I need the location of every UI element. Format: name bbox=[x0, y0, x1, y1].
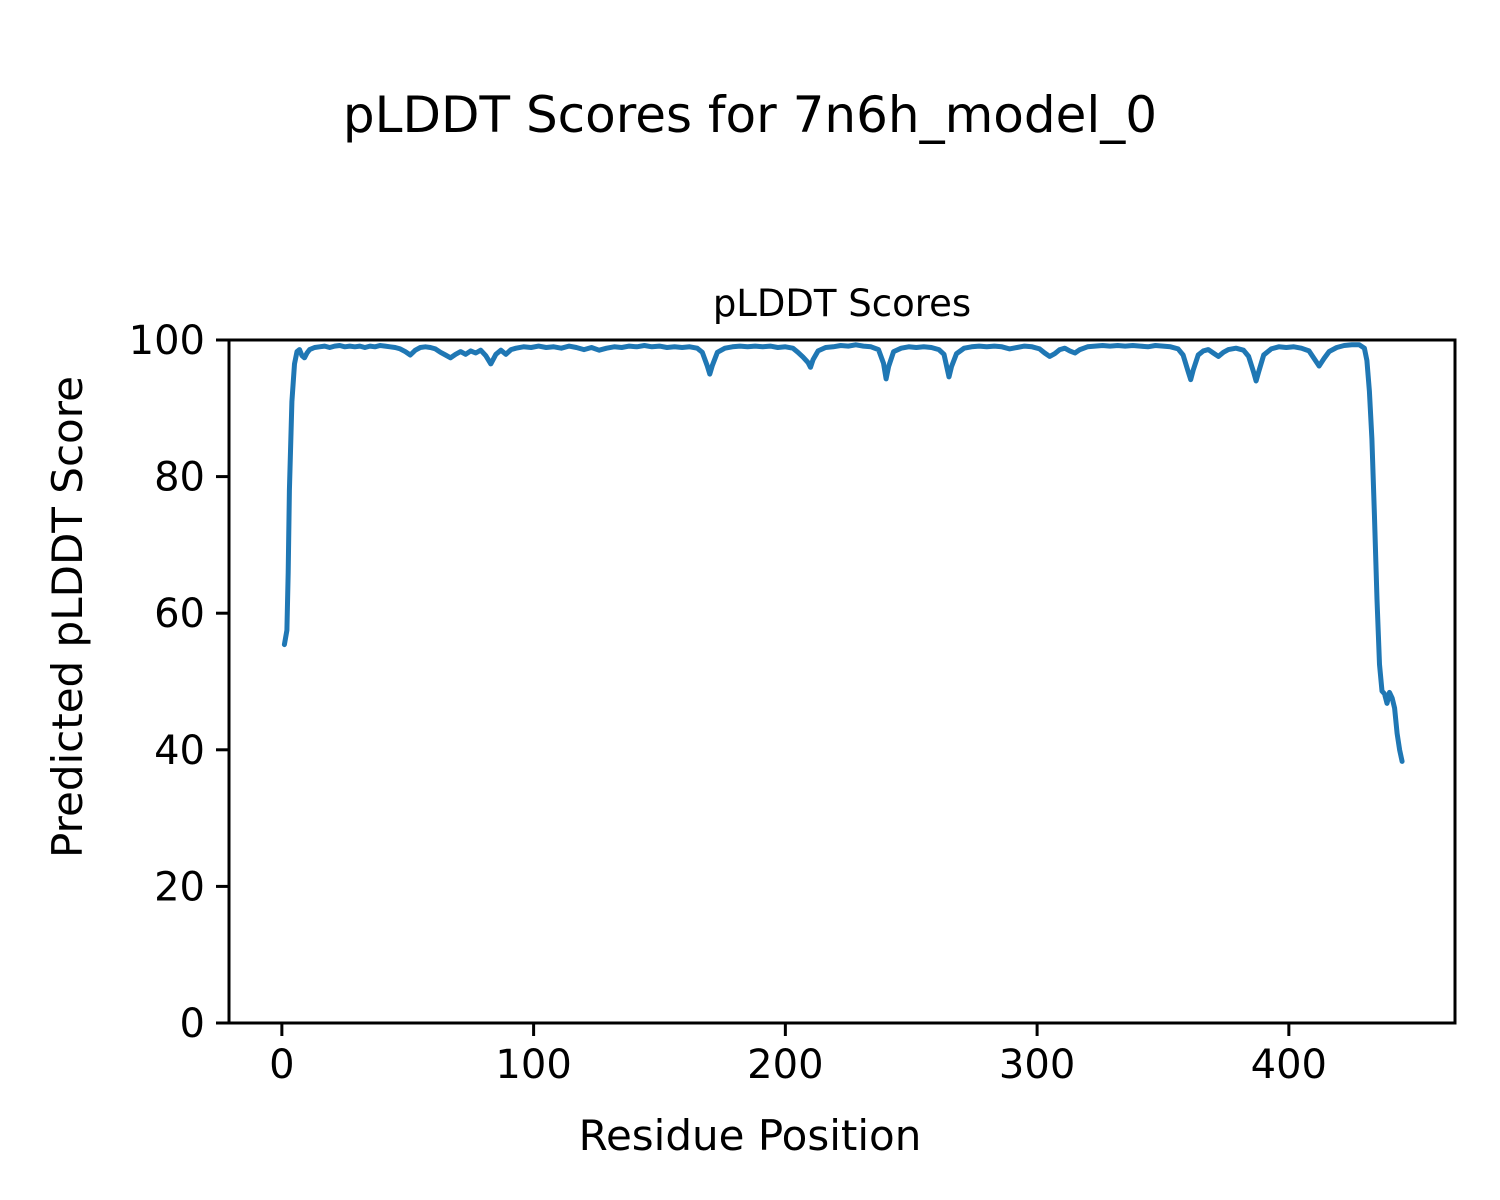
x-tick-label: 300 bbox=[999, 1042, 1075, 1088]
figure-suptitle: pLDDT Scores for 7n6h_model_0 bbox=[342, 86, 1158, 144]
y-axis-ticks: 0 20 40 60 80 100 bbox=[129, 318, 229, 1047]
x-axis-ticks: 0 100 200 300 400 bbox=[269, 1023, 1327, 1088]
y-tick-label: 40 bbox=[154, 728, 205, 774]
x-axis-label: Residue Position bbox=[579, 1111, 922, 1160]
y-tick-label: 0 bbox=[180, 1001, 205, 1047]
y-axis-label: Predicted pLDDT Score bbox=[43, 376, 92, 858]
y-tick-label: 100 bbox=[129, 318, 205, 364]
x-tick-label: 100 bbox=[495, 1042, 571, 1088]
x-tick-label: 200 bbox=[747, 1042, 823, 1088]
y-tick-label: 80 bbox=[154, 455, 205, 501]
axes-frame bbox=[227, 338, 1457, 1025]
axes-title: pLDDT Scores bbox=[713, 282, 971, 325]
y-tick-label: 60 bbox=[154, 591, 205, 637]
x-tick-label: 400 bbox=[1251, 1042, 1327, 1088]
plddt-line-series bbox=[281, 342, 1405, 764]
x-tick-label: 0 bbox=[269, 1042, 294, 1088]
y-tick-label: 20 bbox=[154, 864, 205, 910]
